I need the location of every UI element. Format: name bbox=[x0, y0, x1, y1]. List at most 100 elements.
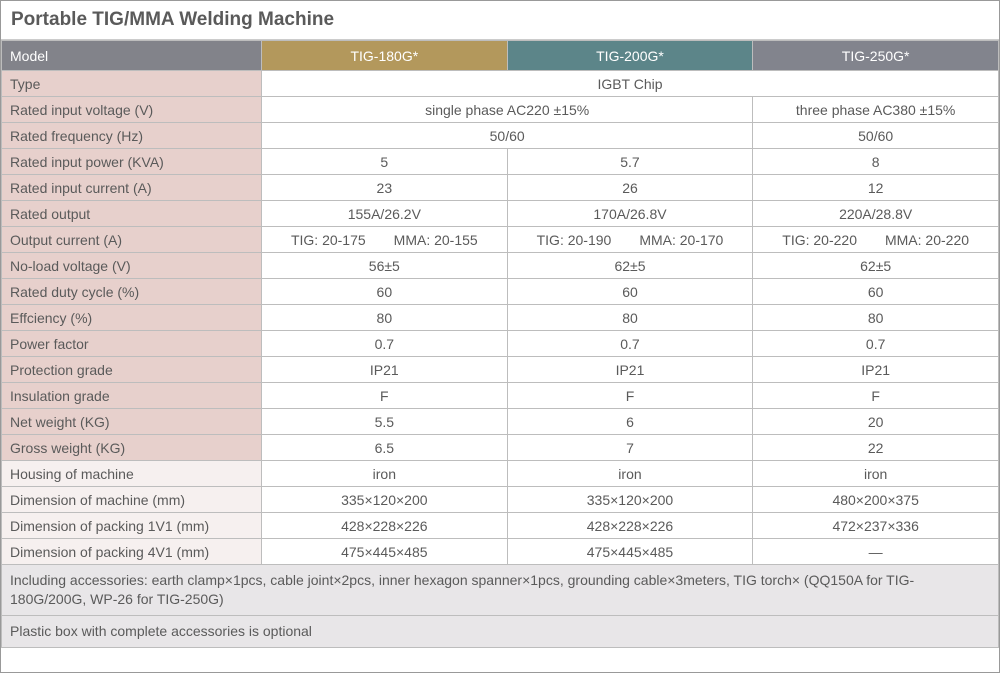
row-label: Dimension of packing 4V1 (mm) bbox=[2, 539, 262, 565]
header-col-tig180g: TIG-180G* bbox=[262, 41, 508, 71]
row-value: iron bbox=[507, 461, 753, 487]
row-label: Insulation grade bbox=[2, 383, 262, 409]
page-title: Portable TIG/MMA Welding Machine bbox=[1, 1, 999, 40]
row-label: Rated duty cycle (%) bbox=[2, 279, 262, 305]
footer-text: Including accessories: earth clamp×1pcs,… bbox=[2, 565, 999, 616]
table-row: Effciency (%) 80 80 80 bbox=[2, 305, 999, 331]
row-value: 0.7 bbox=[262, 331, 508, 357]
row-label: Gross weight (KG) bbox=[2, 435, 262, 461]
table-row: Gross weight (KG) 6.5 7 22 bbox=[2, 435, 999, 461]
row-value: 475×445×485 bbox=[507, 539, 753, 565]
row-value: F bbox=[262, 383, 508, 409]
table-row: Output current (A) TIG: 20-175 MMA: 20-1… bbox=[2, 227, 999, 253]
row-value: 170A/26.8V bbox=[507, 201, 753, 227]
row-value: 62±5 bbox=[507, 253, 753, 279]
row-value: 220A/28.8V bbox=[753, 201, 999, 227]
row-value: 428×228×226 bbox=[507, 513, 753, 539]
row-value: 80 bbox=[262, 305, 508, 331]
row-value: 60 bbox=[262, 279, 508, 305]
row-value: 26 bbox=[507, 175, 753, 201]
row-label: Output current (A) bbox=[2, 227, 262, 253]
row-value: three phase AC380 ±15% bbox=[753, 97, 999, 123]
row-label: Dimension of packing 1V1 (mm) bbox=[2, 513, 262, 539]
row-value: TIG: 20-175 MMA: 20-155 bbox=[262, 227, 508, 253]
table-row: Rated input current (A) 23 26 12 bbox=[2, 175, 999, 201]
table-row: No-load voltage (V) 56±5 62±5 62±5 bbox=[2, 253, 999, 279]
table-header-row: Model TIG-180G* TIG-200G* TIG-250G* bbox=[2, 41, 999, 71]
header-col-tig250g: TIG-250G* bbox=[753, 41, 999, 71]
footer-row-optional: Plastic box with complete accessories is… bbox=[2, 615, 999, 647]
row-value: 7 bbox=[507, 435, 753, 461]
header-model-label: Model bbox=[2, 41, 262, 71]
row-label: Net weight (KG) bbox=[2, 409, 262, 435]
table-row: Protection grade IP21 IP21 IP21 bbox=[2, 357, 999, 383]
row-label: Effciency (%) bbox=[2, 305, 262, 331]
row-value: 5.7 bbox=[507, 149, 753, 175]
row-value: 22 bbox=[753, 435, 999, 461]
row-value: 62±5 bbox=[753, 253, 999, 279]
table-row: Rated frequency (Hz) 50/60 50/60 bbox=[2, 123, 999, 149]
row-label: Power factor bbox=[2, 331, 262, 357]
row-label: Protection grade bbox=[2, 357, 262, 383]
table-row: Rated input power (KVA) 5 5.7 8 bbox=[2, 149, 999, 175]
row-value: 60 bbox=[753, 279, 999, 305]
row-label: No-load voltage (V) bbox=[2, 253, 262, 279]
row-value: 480×200×375 bbox=[753, 487, 999, 513]
row-label: Type bbox=[2, 71, 262, 97]
row-label: Rated input power (KVA) bbox=[2, 149, 262, 175]
table-row: Rated input voltage (V) single phase AC2… bbox=[2, 97, 999, 123]
row-value: iron bbox=[262, 461, 508, 487]
row-value: 155A/26.2V bbox=[262, 201, 508, 227]
row-value: 0.7 bbox=[507, 331, 753, 357]
row-value: 23 bbox=[262, 175, 508, 201]
row-label: Rated frequency (Hz) bbox=[2, 123, 262, 149]
table-row: Power factor 0.7 0.7 0.7 bbox=[2, 331, 999, 357]
table-row: Insulation grade F F F bbox=[2, 383, 999, 409]
header-col-tig200g: TIG-200G* bbox=[507, 41, 753, 71]
row-value: F bbox=[753, 383, 999, 409]
table-row: Rated output 155A/26.2V 170A/26.8V 220A/… bbox=[2, 201, 999, 227]
row-value: 8 bbox=[753, 149, 999, 175]
row-value: iron bbox=[753, 461, 999, 487]
row-value: 60 bbox=[507, 279, 753, 305]
row-label: Housing of machine bbox=[2, 461, 262, 487]
table-row: Net weight (KG) 5.5 6 20 bbox=[2, 409, 999, 435]
row-label: Rated input current (A) bbox=[2, 175, 262, 201]
table-row: Dimension of machine (mm) 335×120×200 33… bbox=[2, 487, 999, 513]
row-label: Rated input voltage (V) bbox=[2, 97, 262, 123]
row-value: TIG: 20-220 MMA: 20-220 bbox=[753, 227, 999, 253]
spec-table: Model TIG-180G* TIG-200G* TIG-250G* Type… bbox=[1, 40, 999, 648]
table-row: Dimension of packing 1V1 (mm) 428×228×22… bbox=[2, 513, 999, 539]
row-value: 20 bbox=[753, 409, 999, 435]
row-value: 335×120×200 bbox=[507, 487, 753, 513]
row-value: 56±5 bbox=[262, 253, 508, 279]
row-value: TIG: 20-190 MMA: 20-170 bbox=[507, 227, 753, 253]
row-value: IP21 bbox=[753, 357, 999, 383]
row-value: IP21 bbox=[507, 357, 753, 383]
row-value: — bbox=[753, 539, 999, 565]
row-value: IP21 bbox=[262, 357, 508, 383]
row-value: 80 bbox=[507, 305, 753, 331]
row-value: 472×237×336 bbox=[753, 513, 999, 539]
row-value: F bbox=[507, 383, 753, 409]
row-value: 335×120×200 bbox=[262, 487, 508, 513]
row-value: 6.5 bbox=[262, 435, 508, 461]
footer-text: Plastic box with complete accessories is… bbox=[2, 615, 999, 647]
footer-row-accessories: Including accessories: earth clamp×1pcs,… bbox=[2, 565, 999, 616]
row-value: 5.5 bbox=[262, 409, 508, 435]
row-value: 6 bbox=[507, 409, 753, 435]
row-value: single phase AC220 ±15% bbox=[262, 97, 753, 123]
row-label: Rated output bbox=[2, 201, 262, 227]
row-value: 50/60 bbox=[262, 123, 753, 149]
row-value: 0.7 bbox=[753, 331, 999, 357]
row-value: 5 bbox=[262, 149, 508, 175]
row-value: 12 bbox=[753, 175, 999, 201]
row-value: 80 bbox=[753, 305, 999, 331]
row-value: 428×228×226 bbox=[262, 513, 508, 539]
table-row: Dimension of packing 4V1 (mm) 475×445×48… bbox=[2, 539, 999, 565]
table-row: Rated duty cycle (%) 60 60 60 bbox=[2, 279, 999, 305]
table-row: Type IGBT Chip bbox=[2, 71, 999, 97]
row-label: Dimension of machine (mm) bbox=[2, 487, 262, 513]
row-value: 50/60 bbox=[753, 123, 999, 149]
table-row: Housing of machine iron iron iron bbox=[2, 461, 999, 487]
